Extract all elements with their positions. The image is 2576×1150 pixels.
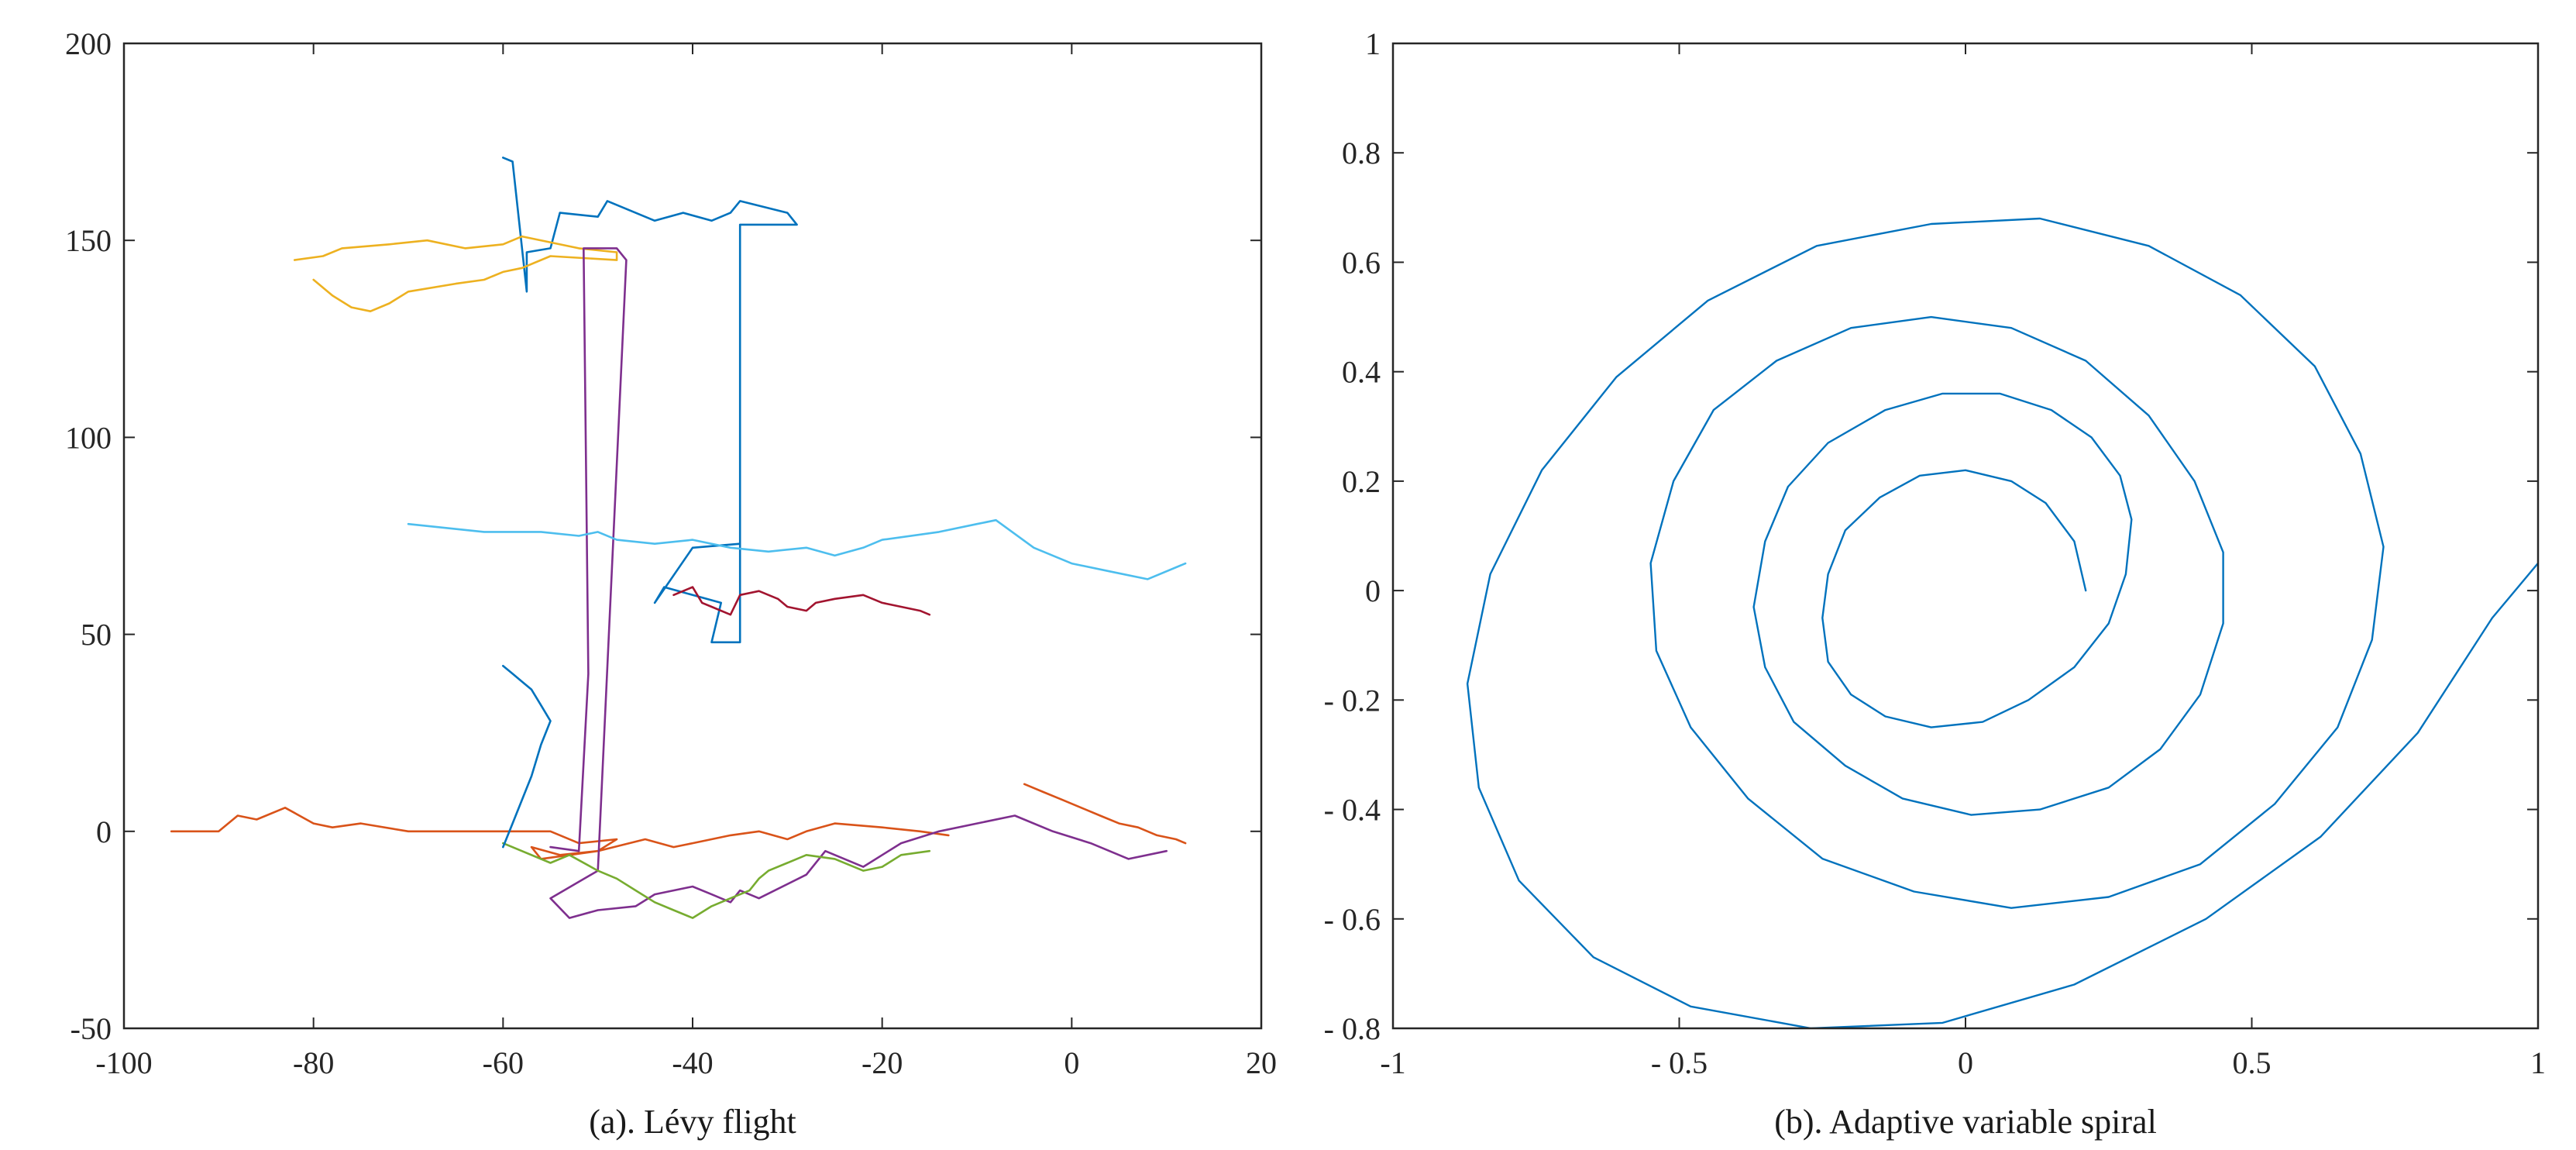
levy-ytick-label: 150 — [65, 223, 112, 258]
spiral-axes-box — [1391, 42, 2540, 1030]
spiral-xtick-label: - 0.5 — [1651, 1045, 1708, 1080]
spiral-ytick-label: - 0.8 — [1324, 1011, 1381, 1046]
spiral-xtick-label: -1 — [1380, 1045, 1405, 1080]
spiral-xtick-label: 0 — [1958, 1045, 1973, 1080]
levy-caption: (a). Lévy flight — [589, 1103, 796, 1141]
levy-ytick-label: -50 — [71, 1011, 112, 1046]
spiral-ytick-label: 0.6 — [1342, 245, 1381, 280]
spiral-ytick-label: - 0.2 — [1324, 683, 1381, 718]
spiral-ytick-label: - 0.4 — [1324, 793, 1381, 828]
spiral-caption: (b). Adaptive variable spiral — [1774, 1103, 2157, 1141]
spiral-ytick-label: 0.4 — [1342, 355, 1381, 390]
levy-xtick-label: -60 — [483, 1045, 524, 1080]
levy-series-walk-4 — [549, 247, 1168, 919]
levy-flight-panel: -100 -80 -60 -40 -20 0 20 -50 0 50 100 150 200 (a). L… — [65, 26, 1277, 1141]
levy-xtick-label: -20 — [862, 1045, 903, 1080]
spiral-ytick-label: 0.8 — [1342, 136, 1381, 170]
levy-series-walk-1 — [501, 157, 798, 644]
levy-series-walk-8 — [501, 664, 552, 849]
levy-series-walk-9 — [1023, 783, 1187, 845]
levy-ytick-label: 200 — [65, 26, 112, 61]
spiral-ytick-label: 1 — [1365, 26, 1381, 61]
levy-ytick-label: 100 — [65, 420, 112, 455]
adaptive-spiral-panel: -1 - 0.5 0 0.5 1 - 0.8 - 0.6 - 0.4 - 0.2 0 0.2 0.4 0… — [1324, 26, 2546, 1141]
levy-xtick-label: -100 — [95, 1045, 152, 1080]
levy-xtick-label: -80 — [293, 1045, 334, 1080]
levy-ytick-label: 50 — [81, 618, 112, 652]
levy-xtick-label: -40 — [672, 1045, 713, 1080]
levy-series-walk-2 — [170, 807, 950, 860]
spiral-xtick-label: 1 — [2530, 1045, 2546, 1080]
levy-xtick-label: 0 — [1064, 1045, 1079, 1080]
spiral-ytick-label: - 0.6 — [1324, 902, 1381, 937]
spiral-xtick-label: 0.5 — [2233, 1045, 2272, 1080]
levy-series-walk-6 — [407, 518, 1187, 580]
levy-xtick-label: 20 — [1246, 1045, 1277, 1080]
spiral-ytick-label: 0 — [1365, 573, 1381, 608]
levy-axes-box — [122, 42, 1263, 1030]
spiral-ytick-label: 0.2 — [1342, 464, 1381, 499]
levy-ytick-label: 0 — [96, 814, 112, 849]
levy-series-walk-3 — [293, 235, 618, 313]
spiral-series-spiral — [1466, 217, 2538, 1028]
levy-series-walk-7 — [672, 586, 931, 616]
levy-series-walk-5 — [501, 842, 931, 919]
